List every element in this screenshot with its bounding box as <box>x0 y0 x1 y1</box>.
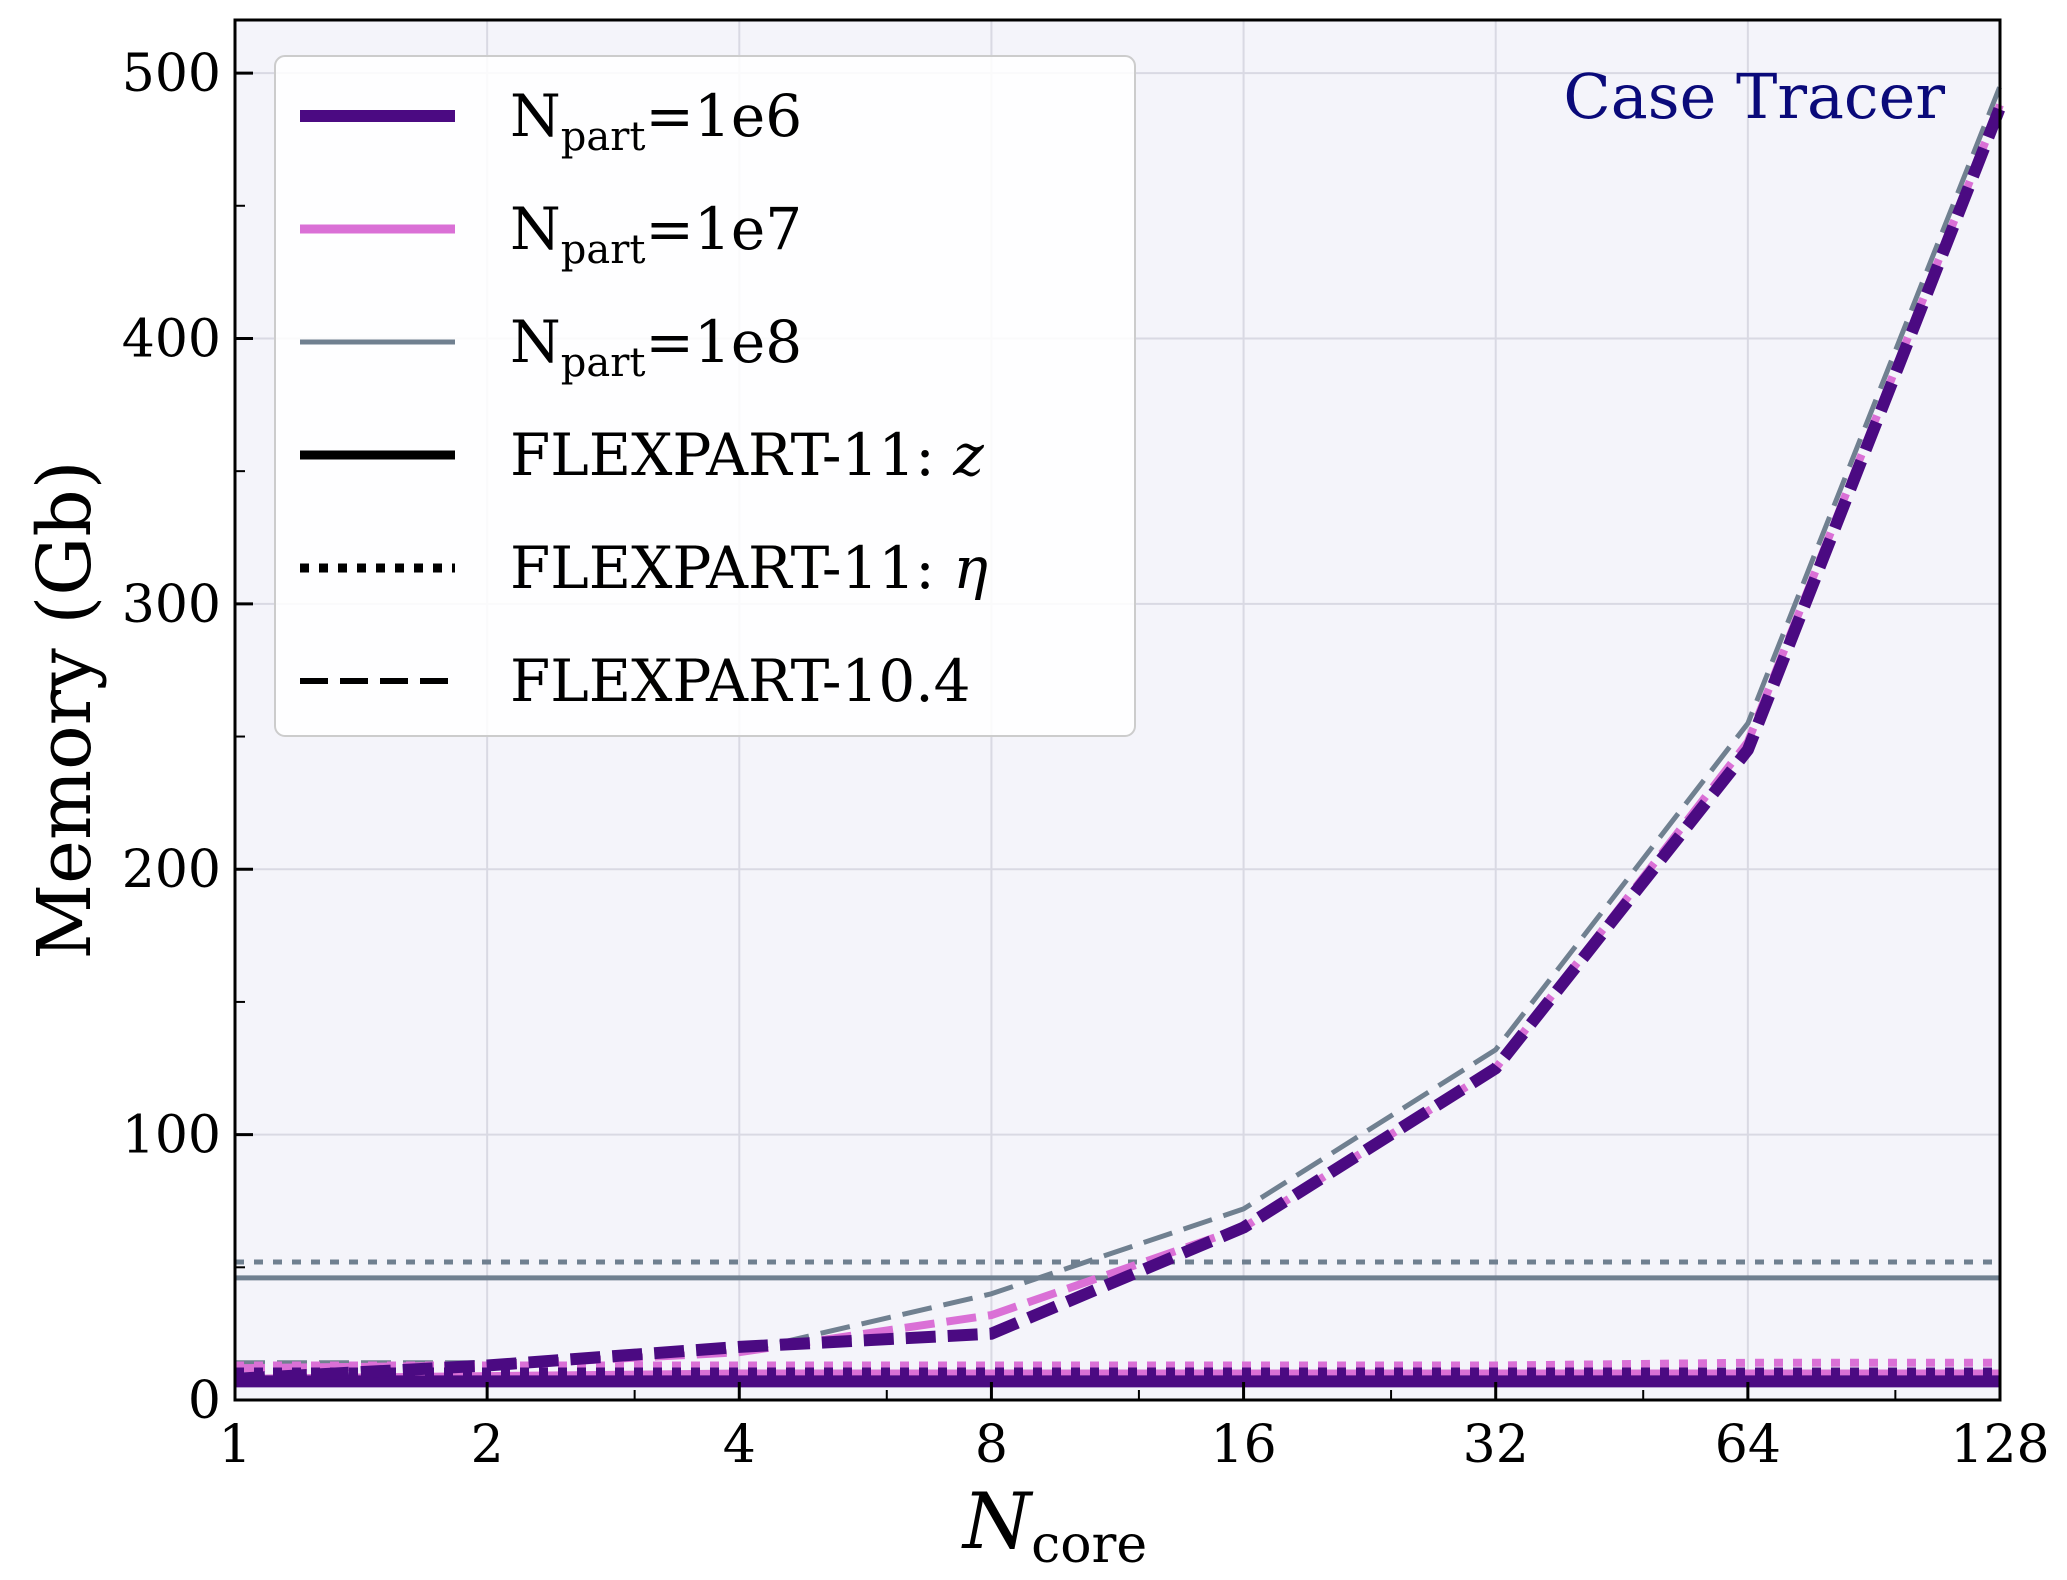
legend-label-1e7-suffix: =1e7 <box>645 195 802 263</box>
legend-label-1e7: Npart=1e7 <box>510 195 802 273</box>
series-line-dashed-1e6 <box>234 105 2006 1385</box>
legend-label-flexpart104: FLEXPART-10.4 <box>510 647 971 715</box>
plot-frame <box>233 18 2002 1402</box>
ticks: 1 2 4 8 16 32 64 128 0 100 200 300 400 500 <box>122 44 2050 1475</box>
y-tick-label: 300 <box>122 575 221 635</box>
legend-label-1e8-suffix: =1e8 <box>645 308 802 376</box>
legend-label-flexpart11-z-text: FLEXPART-11: <box>510 421 953 489</box>
x-tick-label: 8 <box>975 1415 1008 1475</box>
legend-label-flexpart11-eta-text: FLEXPART-11: <box>510 534 953 602</box>
x-axis-title-sub: core <box>1031 1515 1147 1575</box>
legend-label-1e7-sub: part <box>561 227 646 273</box>
legend-label-flexpart11-z: FLEXPART-11: z <box>510 421 984 489</box>
x-tick-label: 2 <box>471 1415 504 1475</box>
x-axis-title: Ncore <box>961 1477 1147 1575</box>
annotation-case-tracer: Case Tracer <box>1563 60 1945 133</box>
x-tick-label: 1 <box>218 1415 251 1475</box>
x-tick-label: 16 <box>1210 1415 1276 1475</box>
x-axis-title-main: N <box>961 1477 1034 1567</box>
y-tick-label: 200 <box>122 840 221 900</box>
y-tick-label: 400 <box>122 309 221 369</box>
y-tick-label: 0 <box>188 1371 221 1431</box>
legend: Npart=1e6 Npart=1e7 Npart=1e8 FLEXPART-1… <box>274 55 1136 737</box>
legend-label-1e6-sub: part <box>561 114 646 160</box>
series-line-dotted-1e7 <box>235 1358 2000 1370</box>
y-tick-label: 100 <box>122 1106 221 1166</box>
y-axis-title: Memory (Gb) <box>22 460 108 959</box>
legend-label-1e8: Npart=1e8 <box>510 308 802 386</box>
legend-box <box>274 55 1136 737</box>
x-tick-label: 128 <box>1950 1415 2049 1475</box>
x-tick-label: 64 <box>1715 1415 1781 1475</box>
legend-label-1e8-main: N <box>510 308 561 376</box>
legend-label-flexpart11-eta-symbol: η <box>953 534 988 602</box>
legend-label-1e7-main: N <box>510 195 561 263</box>
series-layer <box>234 85 2006 1388</box>
legend-label-1e6: Npart=1e6 <box>510 82 802 160</box>
legend-label-flexpart11-eta: FLEXPART-11: η <box>510 534 988 602</box>
legend-label-1e6-suffix: =1e6 <box>645 82 802 150</box>
legend-label-1e6-main: N <box>510 82 561 150</box>
legend-label-1e8-sub: part <box>561 340 646 386</box>
y-tick-label: 500 <box>122 44 221 104</box>
x-tick-label: 32 <box>1463 1415 1529 1475</box>
x-tick-label: 4 <box>723 1415 756 1475</box>
legend-label-flexpart11-z-symbol: z <box>952 421 984 489</box>
